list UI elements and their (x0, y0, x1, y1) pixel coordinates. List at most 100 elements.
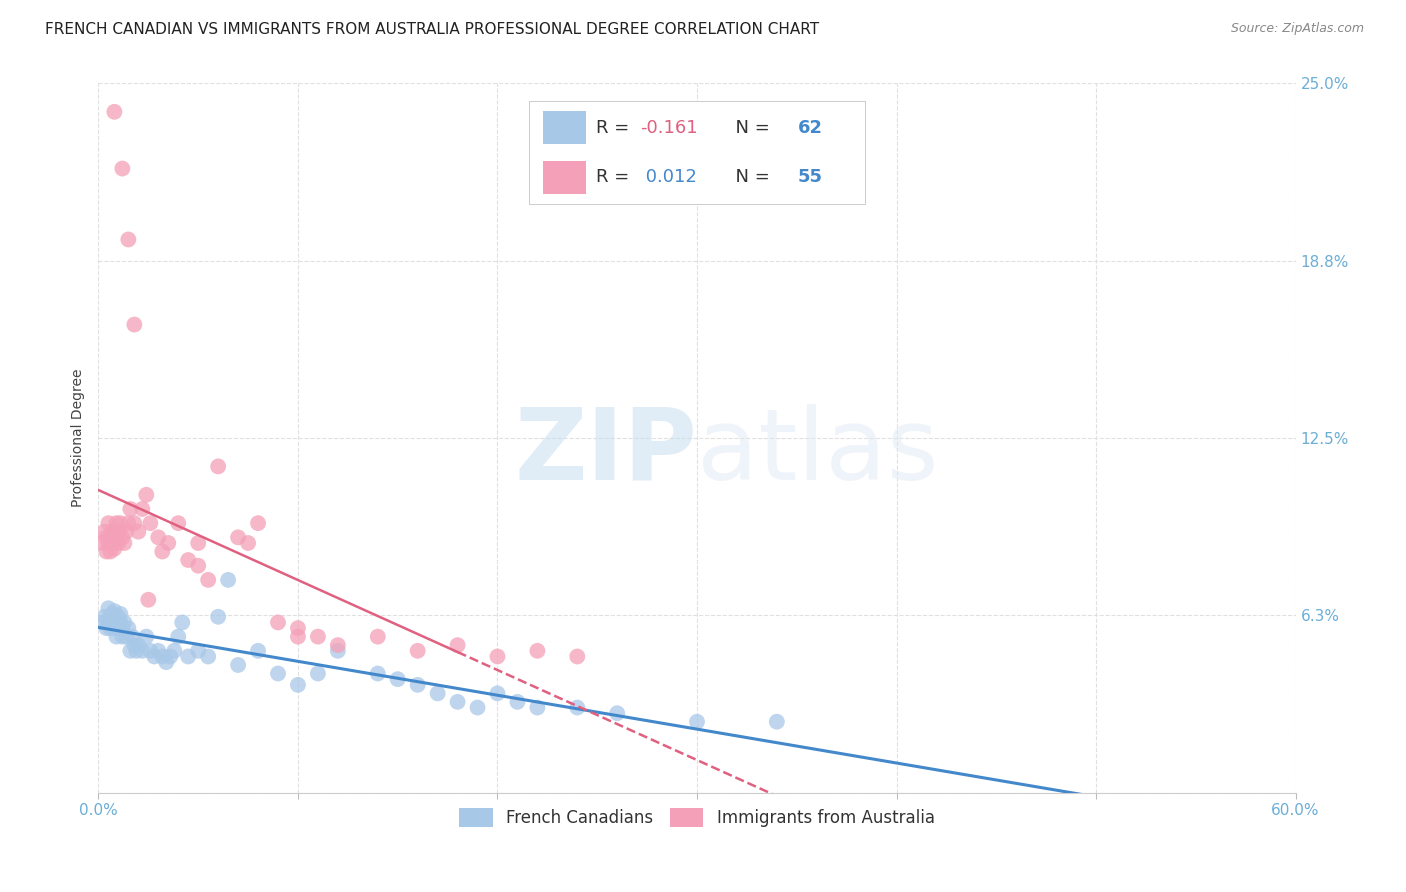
Point (446, 695, 468, 709)
Point (135, 630, 157, 644)
Point (117, 516, 139, 530)
Point (115, 630, 138, 644)
Point (326, 644, 349, 658)
Point (120, 644, 142, 658)
Point (111, 530, 134, 544)
Point (103, 524, 125, 539)
Point (139, 644, 162, 658)
Point (426, 686, 449, 700)
Point (150, 544, 173, 558)
Point (97, 536, 120, 550)
Point (326, 638, 349, 652)
Point (120, 502, 142, 516)
Y-axis label: Professional Degree: Professional Degree (72, 368, 86, 508)
Point (187, 644, 209, 658)
Point (197, 573, 219, 587)
Point (406, 644, 429, 658)
Point (103, 541, 125, 556)
Point (100, 621, 122, 635)
Point (110, 607, 132, 621)
Point (97, 601, 120, 615)
Point (148, 530, 170, 544)
Point (110, 615, 132, 630)
Point (267, 615, 290, 630)
Point (139, 516, 162, 530)
Point (107, 524, 129, 539)
Point (96, 544, 118, 558)
Point (101, 536, 124, 550)
Point (155, 655, 177, 669)
Point (96, 621, 118, 635)
Point (177, 553, 200, 567)
Point (112, 615, 135, 630)
Point (124, 638, 146, 652)
Point (307, 630, 329, 644)
Point (172, 615, 194, 630)
Point (486, 649, 509, 664)
Point (307, 666, 329, 681)
Point (150, 649, 173, 664)
Point (124, 318, 146, 332)
Point (207, 459, 229, 474)
Point (112, 536, 135, 550)
Point (115, 524, 138, 539)
Point (135, 488, 157, 502)
Point (105, 516, 128, 530)
Point (163, 644, 186, 658)
Point (367, 666, 389, 681)
Point (187, 558, 209, 573)
Point (100, 530, 122, 544)
Point (111, 621, 134, 635)
Point (446, 638, 468, 652)
Point (100, 544, 122, 558)
Point (567, 649, 589, 664)
Point (217, 573, 239, 587)
Point (101, 615, 124, 630)
Point (148, 644, 170, 658)
Text: ZIP: ZIP (515, 404, 697, 500)
Point (367, 630, 389, 644)
Point (110, 516, 132, 530)
Point (157, 536, 180, 550)
Point (91, 615, 114, 630)
Point (101, 607, 124, 621)
Point (167, 516, 190, 530)
Point (506, 695, 529, 709)
Text: atlas: atlas (697, 404, 939, 500)
Text: FRENCH CANADIAN VS IMMIGRANTS FROM AUSTRALIA PROFESSIONAL DEGREE CORRELATION CHA: FRENCH CANADIAN VS IMMIGRANTS FROM AUSTR… (45, 22, 820, 37)
Legend: French Canadians, Immigrants from Australia: French Canadians, Immigrants from Austra… (453, 801, 941, 834)
Point (105, 530, 128, 544)
Point (107, 609, 129, 624)
Point (111, 161, 134, 176)
Point (526, 700, 548, 714)
Point (105, 630, 128, 644)
Point (117, 621, 139, 635)
Point (267, 666, 290, 681)
Point (136, 592, 159, 607)
Point (111, 630, 134, 644)
Point (103, 621, 125, 635)
Point (686, 714, 709, 729)
Point (406, 678, 429, 692)
Point (197, 649, 219, 664)
Point (143, 649, 166, 664)
Point (177, 649, 200, 664)
Point (287, 678, 309, 692)
Point (526, 644, 548, 658)
Point (125, 644, 148, 658)
Text: Source: ZipAtlas.com: Source: ZipAtlas.com (1230, 22, 1364, 36)
Point (97, 516, 120, 530)
Point (97, 615, 120, 630)
Point (167, 630, 190, 644)
Point (247, 516, 270, 530)
Point (101, 524, 124, 539)
Point (96, 530, 118, 544)
Point (236, 536, 259, 550)
Point (103, 104, 125, 119)
Point (127, 524, 149, 539)
Point (207, 609, 229, 624)
Point (124, 516, 146, 530)
Point (226, 530, 249, 544)
Point (127, 638, 149, 652)
Point (486, 686, 509, 700)
